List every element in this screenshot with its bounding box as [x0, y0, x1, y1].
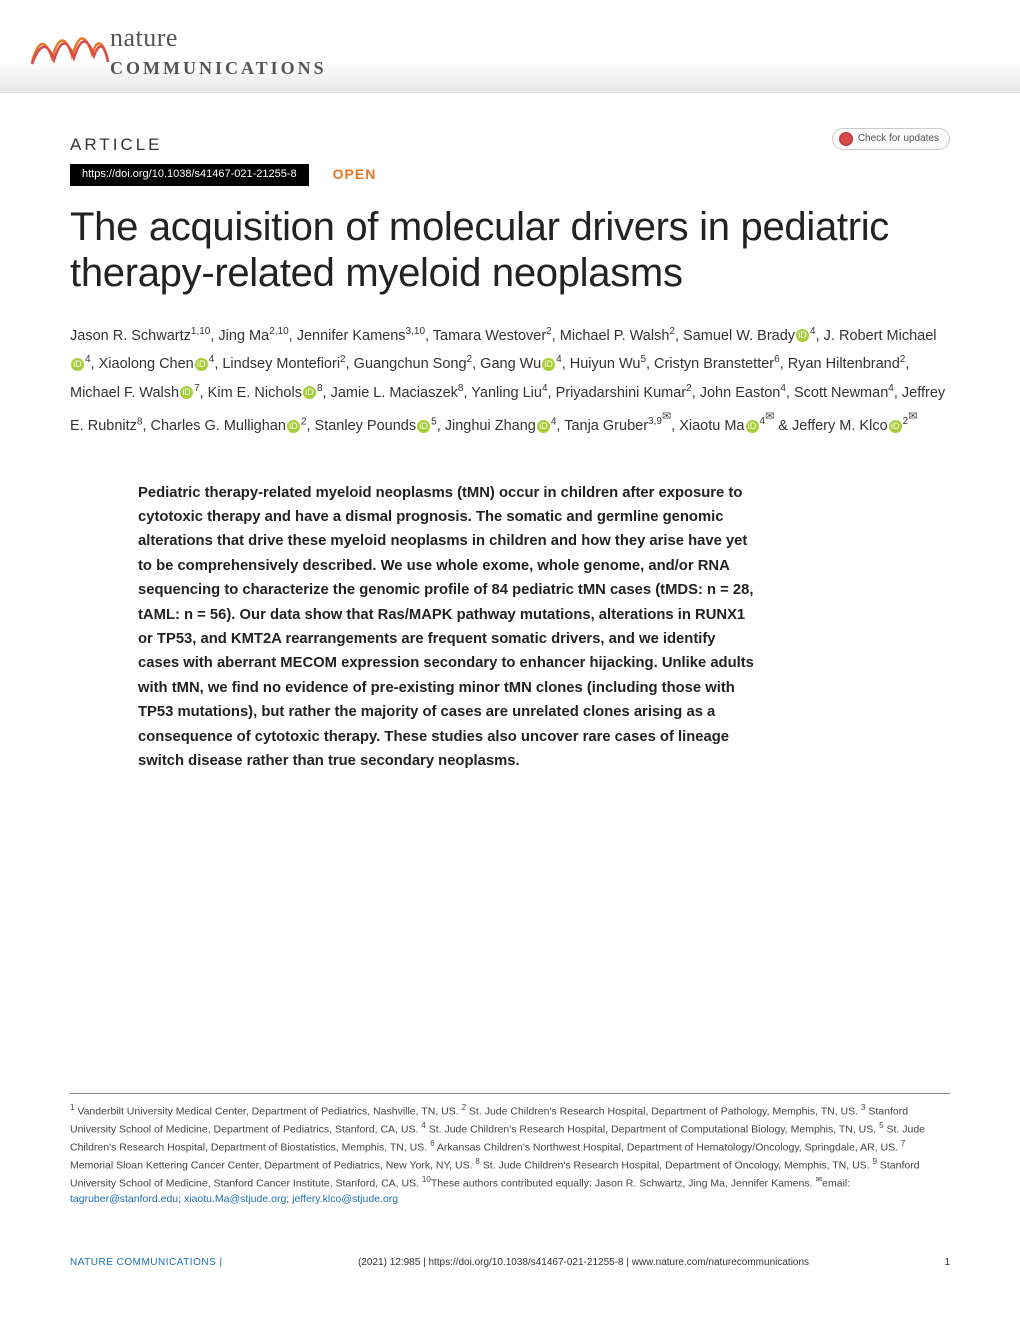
- abstract-text: Pediatric therapy-related myeloid neopla…: [138, 481, 758, 774]
- page-footer: NATURE COMMUNICATIONS | (2021) 12:985 | …: [0, 1238, 1020, 1294]
- article-type-label: ARTICLE: [70, 133, 950, 157]
- affiliations-block: 1 Vanderbilt University Medical Center, …: [70, 1093, 950, 1207]
- footer-citation: (2021) 12:985 | https://doi.org/10.1038/…: [358, 1256, 809, 1270]
- logo-text-top: nature: [110, 20, 327, 56]
- logo-wave-icon: [30, 20, 110, 70]
- article-content: ARTICLE Check for updates https://doi.or…: [0, 93, 1020, 1238]
- journal-header: nature COMMUNICATIONS: [0, 0, 1020, 93]
- check-updates-button[interactable]: Check for updates: [832, 128, 950, 150]
- authors-list: Jason R. Schwartz1,10, Jing Ma2,10, Jenn…: [70, 322, 950, 441]
- check-updates-icon: [839, 132, 853, 146]
- doi-link[interactable]: https://doi.org/10.1038/s41467-021-21255…: [70, 164, 309, 185]
- footer-page-number: 1: [944, 1256, 950, 1270]
- check-updates-label: Check for updates: [858, 132, 939, 146]
- logo-text-bottom: COMMUNICATIONS: [110, 56, 327, 81]
- doi-row: https://doi.org/10.1038/s41467-021-21255…: [70, 164, 950, 185]
- journal-logo: nature COMMUNICATIONS: [30, 20, 1020, 82]
- footer-journal: NATURE COMMUNICATIONS |: [70, 1256, 223, 1270]
- article-title: The acquisition of molecular drivers in …: [70, 204, 950, 296]
- open-access-label: OPEN: [333, 165, 377, 185]
